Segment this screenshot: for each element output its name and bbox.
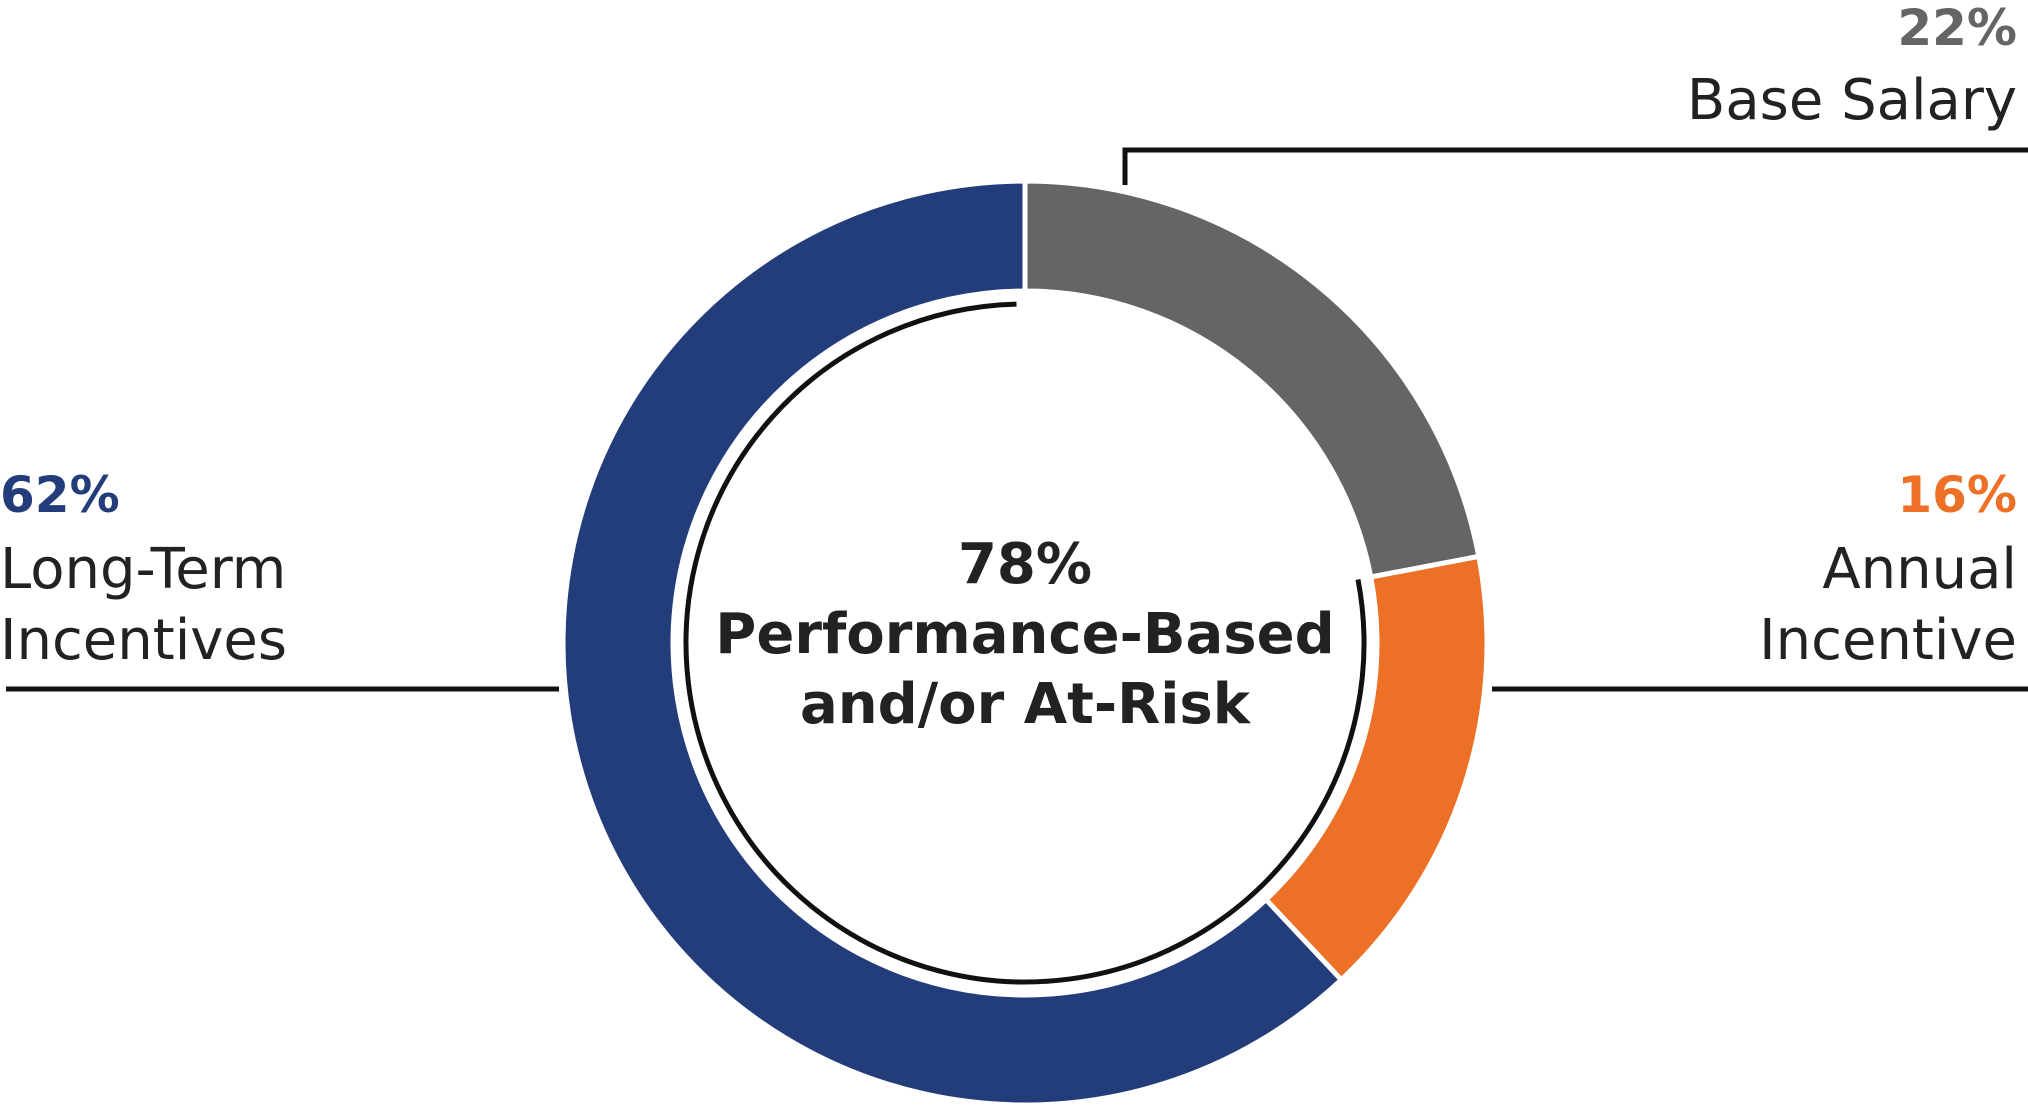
center-arc bbox=[683, 301, 1367, 985]
donut-segment bbox=[560, 178, 1345, 1108]
value-label: 16% bbox=[1897, 466, 2017, 524]
category-label: Long-Term Incentives bbox=[0, 537, 288, 673]
leader-line bbox=[1122, 147, 2028, 185]
value-label: 62% bbox=[0, 466, 120, 524]
value-label: 22% bbox=[1897, 0, 2017, 57]
category-label: Base Salary bbox=[1686, 68, 2017, 133]
donut-segment bbox=[1022, 178, 1482, 580]
center-text: Performance-Based and/or At-Risk bbox=[715, 602, 1335, 737]
category-label: Annual Incentive bbox=[1759, 537, 2017, 673]
center-value: 78% bbox=[957, 532, 1093, 597]
